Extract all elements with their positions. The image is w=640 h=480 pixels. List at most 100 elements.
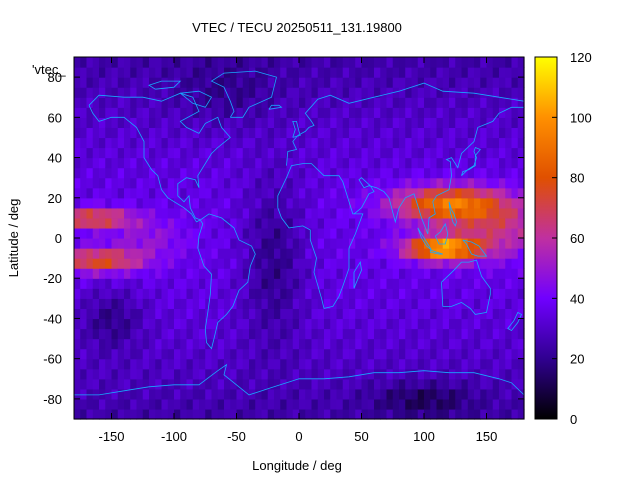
heatmap-cell	[211, 157, 219, 169]
heatmap-cell	[386, 227, 394, 239]
heatmap-cell	[399, 87, 406, 98]
heatmap-cell	[349, 358, 356, 370]
heatmap-cell	[342, 177, 350, 189]
heatmap-cell	[455, 167, 463, 179]
heatmap-cell	[349, 157, 356, 169]
heatmap-cell	[336, 157, 344, 169]
heatmap-cell	[380, 288, 388, 299]
heatmap-cell	[199, 308, 206, 320]
heatmap-cell	[367, 157, 375, 169]
heatmap-cell	[442, 388, 450, 400]
heatmap-cell	[199, 248, 206, 259]
heatmap-cell	[461, 147, 469, 159]
heatmap-cell	[330, 107, 338, 118]
heatmap-cell	[361, 268, 369, 279]
heatmap-cell	[424, 338, 431, 350]
heatmap-cell	[155, 318, 163, 330]
heatmap-cell	[130, 328, 138, 340]
heatmap-cell	[411, 388, 419, 400]
heatmap-cell	[286, 77, 294, 88]
heatmap-cell	[417, 207, 425, 219]
heatmap-cell	[99, 117, 106, 128]
heatmap-cell	[224, 147, 231, 159]
heatmap-cell	[242, 388, 250, 400]
heatmap-cell	[92, 97, 100, 108]
heatmap-cell	[267, 398, 275, 410]
heatmap-cell	[236, 97, 244, 108]
heatmap-cell	[124, 187, 131, 199]
heatmap-cell	[317, 348, 325, 360]
heatmap-cell	[311, 258, 319, 269]
heatmap-cell	[117, 207, 125, 219]
heatmap-cell	[474, 177, 481, 189]
heatmap-cell	[367, 147, 375, 159]
heatmap-cell	[474, 127, 481, 139]
heatmap-cell	[292, 207, 300, 219]
heatmap-cell	[99, 348, 106, 360]
heatmap-cell	[305, 268, 313, 279]
heatmap-cell	[230, 227, 238, 239]
heatmap-cell	[136, 187, 144, 199]
heatmap-cell	[249, 57, 256, 68]
heatmap-cell	[305, 147, 313, 159]
heatmap-cell	[474, 197, 481, 209]
heatmap-cell	[492, 318, 500, 330]
coastline-path	[507, 311, 523, 332]
heatmap-cell	[324, 328, 331, 340]
heatmap-cell	[180, 227, 188, 239]
heatmap-cell	[392, 167, 400, 179]
heatmap-cell	[517, 238, 525, 249]
heatmap-cell	[342, 268, 350, 279]
heatmap-cell	[486, 238, 494, 249]
heatmap-cell	[230, 348, 238, 360]
heatmap-cell	[442, 248, 450, 259]
heatmap-cell	[486, 207, 494, 219]
heatmap-cell	[199, 298, 206, 309]
heatmap-cell	[305, 127, 313, 139]
heatmap-cell	[386, 248, 394, 259]
heatmap-cell	[505, 388, 513, 400]
heatmap-cell	[117, 77, 125, 88]
heatmap-cell	[230, 87, 238, 98]
heatmap-cell	[124, 308, 131, 320]
heatmap-cell	[355, 67, 363, 78]
heatmap-cell	[349, 187, 356, 199]
heatmap-cell	[236, 248, 244, 259]
heatmap-cell	[292, 227, 300, 239]
heatmap-cell	[86, 167, 94, 179]
heatmap-cell	[430, 398, 438, 410]
heatmap-cell	[92, 137, 100, 149]
colorbar-tick-label: 120	[570, 50, 592, 65]
heatmap-cell	[449, 298, 456, 309]
heatmap-cell	[255, 278, 263, 289]
heatmap-cell	[374, 57, 381, 68]
heatmap-cell	[199, 238, 206, 249]
heatmap-cell	[167, 207, 175, 219]
heatmap-cell	[292, 298, 300, 309]
heatmap-cell	[117, 388, 125, 400]
heatmap-cell	[380, 278, 388, 289]
heatmap-cell	[424, 398, 431, 410]
heatmap-cell	[99, 408, 106, 420]
heatmap-cell	[499, 147, 506, 159]
heatmap-cell	[361, 288, 369, 299]
heatmap-cell	[292, 248, 300, 259]
heatmap-cell	[449, 318, 456, 330]
heatmap-cell	[124, 177, 131, 189]
coastline-path	[148, 80, 182, 90]
heatmap-cell	[136, 268, 144, 279]
heatmap-cell	[111, 308, 119, 320]
heatmap-cell	[492, 137, 500, 149]
heatmap-cell	[311, 408, 319, 420]
heatmap-cell	[199, 398, 206, 410]
heatmap-cell	[317, 368, 325, 380]
heatmap-cell	[349, 127, 356, 139]
heatmap-cell	[374, 318, 381, 330]
heatmap-cell	[317, 157, 325, 169]
heatmap-cell	[267, 137, 275, 149]
heatmap-cell	[436, 107, 444, 118]
heatmap-cell	[274, 268, 281, 279]
heatmap-cell	[374, 368, 381, 380]
heatmap-cell	[474, 398, 481, 410]
heatmap-cell	[380, 97, 388, 108]
